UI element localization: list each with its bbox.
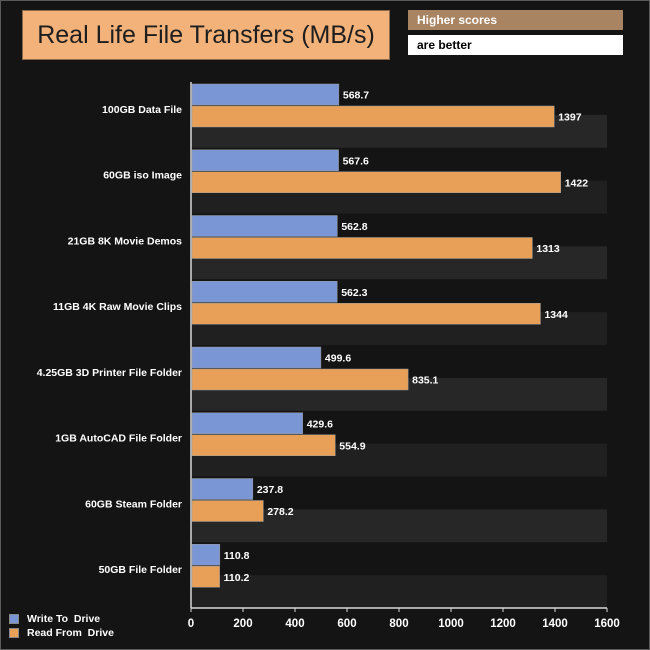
bar-write xyxy=(191,412,303,434)
value-label-read: 110.2 xyxy=(224,572,250,584)
value-label-read: 1422 xyxy=(565,177,589,189)
value-label-read: 1344 xyxy=(544,309,568,321)
are-better-note: are better xyxy=(408,35,623,55)
chart-title: Real Life File Transfers (MB/s) xyxy=(22,10,390,60)
legend: Write To Drive Read From Drive xyxy=(9,612,114,640)
x-tick-label: 0 xyxy=(188,618,194,630)
bar-write xyxy=(191,478,254,500)
bar-write xyxy=(191,149,339,171)
bar-write xyxy=(191,281,338,303)
value-label-read: 1313 xyxy=(536,243,560,255)
value-label-read: 554.9 xyxy=(339,440,365,452)
bar-read xyxy=(191,105,555,128)
category-label: 60GB iso Image xyxy=(103,170,182,182)
bar-read xyxy=(191,303,541,325)
row-band xyxy=(191,575,607,608)
legend-label-read: Read From Drive xyxy=(27,627,114,639)
category-label: 60GB Steam Folder xyxy=(85,498,182,510)
x-tick-label: 600 xyxy=(337,618,356,630)
value-label-write: 429.6 xyxy=(307,418,333,430)
x-tick-label: 1200 xyxy=(490,618,516,630)
value-label-write: 568.7 xyxy=(343,90,369,102)
value-label-read: 835.1 xyxy=(412,375,438,387)
x-tick-label: 800 xyxy=(389,618,408,630)
bar-write xyxy=(191,544,221,566)
category-label: 50GB File Folder xyxy=(99,564,182,576)
x-tick-label: 200 xyxy=(233,618,252,630)
legend-swatch-write xyxy=(9,614,19,624)
value-label-write: 567.6 xyxy=(343,155,369,167)
bar-read xyxy=(191,368,409,391)
bar-read xyxy=(191,434,336,456)
x-tick-label: 400 xyxy=(285,618,304,630)
x-tick-label: 1400 xyxy=(542,618,568,630)
x-tick-label: 1600 xyxy=(594,618,620,630)
bar-read xyxy=(191,171,561,193)
category-label: 100GB Data File xyxy=(102,104,182,116)
higher-scores-note: Higher scores xyxy=(408,10,623,30)
bar-read xyxy=(191,237,533,259)
value-label-write: 499.6 xyxy=(325,353,351,365)
bar-write xyxy=(191,215,338,237)
bar-write xyxy=(191,83,340,106)
value-label-write: 562.3 xyxy=(341,287,367,299)
category-label: 21GB 8K Movie Demos xyxy=(68,235,183,247)
legend-label-write: Write To Drive xyxy=(27,613,101,625)
category-label: 4.25GB 3D Printer File Folder xyxy=(37,367,182,379)
value-label-read: 278.2 xyxy=(267,506,293,518)
value-label-write: 110.8 xyxy=(224,550,250,562)
legend-item-read: Read From Drive xyxy=(9,626,114,640)
value-label-write: 237.8 xyxy=(257,484,283,496)
bar-read xyxy=(191,566,220,588)
category-label: 1GB AutoCAD File Folder xyxy=(55,433,182,445)
x-tick-label: 1000 xyxy=(438,618,464,630)
legend-swatch-read xyxy=(9,628,19,638)
value-label-read: 1397 xyxy=(558,112,582,124)
bar-write xyxy=(191,346,322,369)
category-label: 11GB 4K Raw Movie Clips xyxy=(53,301,182,313)
legend-item-write: Write To Drive xyxy=(9,612,114,626)
bar-read xyxy=(191,500,264,522)
value-label-write: 562.8 xyxy=(341,221,367,233)
